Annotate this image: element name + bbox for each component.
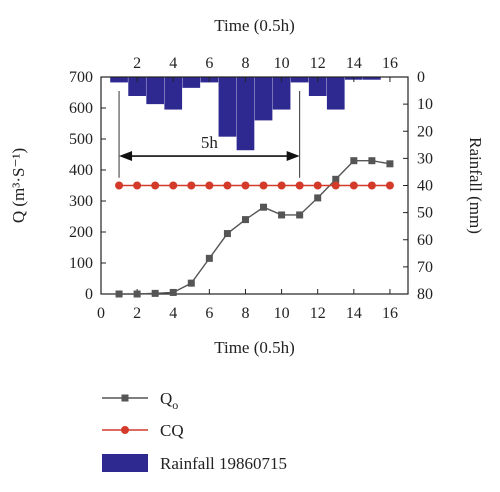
series-line-qo bbox=[119, 159, 391, 295]
series-point-qo bbox=[187, 279, 195, 287]
x-tick-label: 6 bbox=[205, 305, 213, 322]
y2-tick-label: 10 bbox=[417, 96, 433, 113]
rainfall-bar bbox=[236, 77, 255, 151]
series-point-cq bbox=[295, 181, 304, 190]
legend-rainfall-swatch bbox=[102, 454, 148, 472]
top-axis-title: Time (0.5h) bbox=[214, 16, 295, 35]
y-tick-label: 700 bbox=[69, 69, 93, 86]
top-x-tick-label: 4 bbox=[169, 55, 177, 72]
series-point-cq bbox=[133, 181, 142, 190]
series-point-qo bbox=[133, 290, 141, 298]
series-point-qo bbox=[350, 157, 358, 165]
series-point-cq bbox=[385, 181, 394, 190]
x-tick-label: 8 bbox=[241, 305, 249, 322]
x-tick-label: 16 bbox=[382, 305, 398, 322]
y2-tick-label: 0 bbox=[417, 69, 425, 86]
top-x-tick-label: 6 bbox=[205, 55, 213, 72]
rainfall-bar bbox=[146, 77, 165, 105]
x-tick-label: 4 bbox=[169, 305, 177, 322]
x-tick-label: 14 bbox=[346, 305, 362, 322]
y-tick-label: 600 bbox=[69, 100, 93, 117]
series-point-qo bbox=[278, 211, 286, 219]
top-x-tick-label: 16 bbox=[382, 55, 398, 72]
series-point-cq bbox=[313, 181, 322, 190]
series-point-qo bbox=[332, 175, 340, 183]
annotation-arrowhead-right bbox=[286, 151, 300, 162]
series-point-cq bbox=[115, 181, 124, 190]
series-point-qo bbox=[296, 211, 304, 219]
top-x-tick-label: 14 bbox=[346, 55, 362, 72]
y2-tick-label: 80 bbox=[417, 286, 433, 303]
rainfall-bar bbox=[182, 77, 201, 88]
legend-cq-marker bbox=[121, 426, 129, 434]
top-x-tick-label: 12 bbox=[310, 55, 326, 72]
rainfall-bar bbox=[290, 77, 309, 83]
series-point-qo bbox=[169, 288, 177, 296]
y-tick-label: 100 bbox=[69, 255, 93, 272]
top-x-tick-label: 10 bbox=[274, 55, 290, 72]
series-point-qo bbox=[115, 290, 123, 298]
series-point-cq bbox=[187, 181, 196, 190]
series-point-cq bbox=[367, 181, 376, 190]
series-point-qo bbox=[241, 216, 249, 224]
y-axis-title: Q (m³·S⁻¹) bbox=[9, 148, 28, 223]
rainfall-bar bbox=[164, 77, 183, 110]
y2-axis-title: Rainfall (mm) bbox=[466, 137, 485, 234]
y2-tick-label: 20 bbox=[417, 123, 433, 140]
series-point-cq bbox=[151, 181, 160, 190]
series-point-qo bbox=[386, 160, 394, 168]
legend-qo-marker bbox=[121, 394, 129, 402]
annotation-arrowhead-left bbox=[119, 151, 133, 162]
rainfall-bar bbox=[110, 77, 128, 83]
rainfall-bar bbox=[128, 77, 146, 96]
rainfall-bar bbox=[254, 77, 273, 121]
top-x-tick-label: 8 bbox=[241, 55, 249, 72]
series-point-cq bbox=[331, 181, 340, 190]
series-point-qo bbox=[314, 194, 322, 202]
annotation-label: 5h bbox=[201, 133, 219, 152]
rainfall-bar bbox=[218, 77, 237, 137]
series-point-cq bbox=[223, 181, 232, 190]
y2-tick-label: 70 bbox=[417, 259, 433, 276]
y2-tick-label: 50 bbox=[417, 205, 433, 222]
x-tick-label: 10 bbox=[274, 305, 290, 322]
series-point-cq bbox=[205, 181, 214, 190]
series-point-cq bbox=[349, 181, 358, 190]
y-tick-label: 0 bbox=[85, 286, 93, 303]
series-point-qo bbox=[260, 203, 268, 211]
legend-qo-main: Q bbox=[160, 389, 172, 408]
y-tick-label: 200 bbox=[69, 224, 93, 241]
y-tick-label: 500 bbox=[69, 131, 93, 148]
y-tick-label: 400 bbox=[69, 162, 93, 179]
x-axis-title: Time (0.5h) bbox=[214, 338, 295, 357]
legend-qo-label: Qo bbox=[160, 389, 178, 412]
x-tick-label: 0 bbox=[97, 305, 105, 322]
series-point-cq bbox=[259, 181, 268, 190]
legend-qo-subscript: o bbox=[172, 398, 178, 412]
y2-tick-label: 60 bbox=[417, 232, 433, 249]
y2-tick-label: 40 bbox=[417, 178, 433, 195]
rainfall-bar bbox=[272, 77, 291, 110]
series-point-cq bbox=[169, 181, 178, 190]
rainfall-bar bbox=[308, 77, 327, 96]
x-tick-label: 2 bbox=[133, 305, 141, 322]
legend-cq-label: CQ bbox=[160, 421, 184, 440]
series-point-cq bbox=[277, 181, 286, 190]
rainfall-bar bbox=[326, 77, 345, 110]
rainfall-bar bbox=[363, 77, 381, 80]
series-point-qo bbox=[205, 254, 213, 262]
y2-tick-label: 30 bbox=[417, 150, 433, 167]
series-point-qo bbox=[368, 157, 376, 165]
legend-rainfall-label: Rainfall 19860715 bbox=[160, 454, 287, 473]
series-point-qo bbox=[223, 230, 231, 238]
y-tick-label: 300 bbox=[69, 193, 93, 210]
series-point-cq bbox=[241, 181, 250, 190]
top-x-tick-label: 2 bbox=[133, 55, 141, 72]
x-tick-label: 12 bbox=[310, 305, 326, 322]
series-point-qo bbox=[151, 289, 159, 297]
